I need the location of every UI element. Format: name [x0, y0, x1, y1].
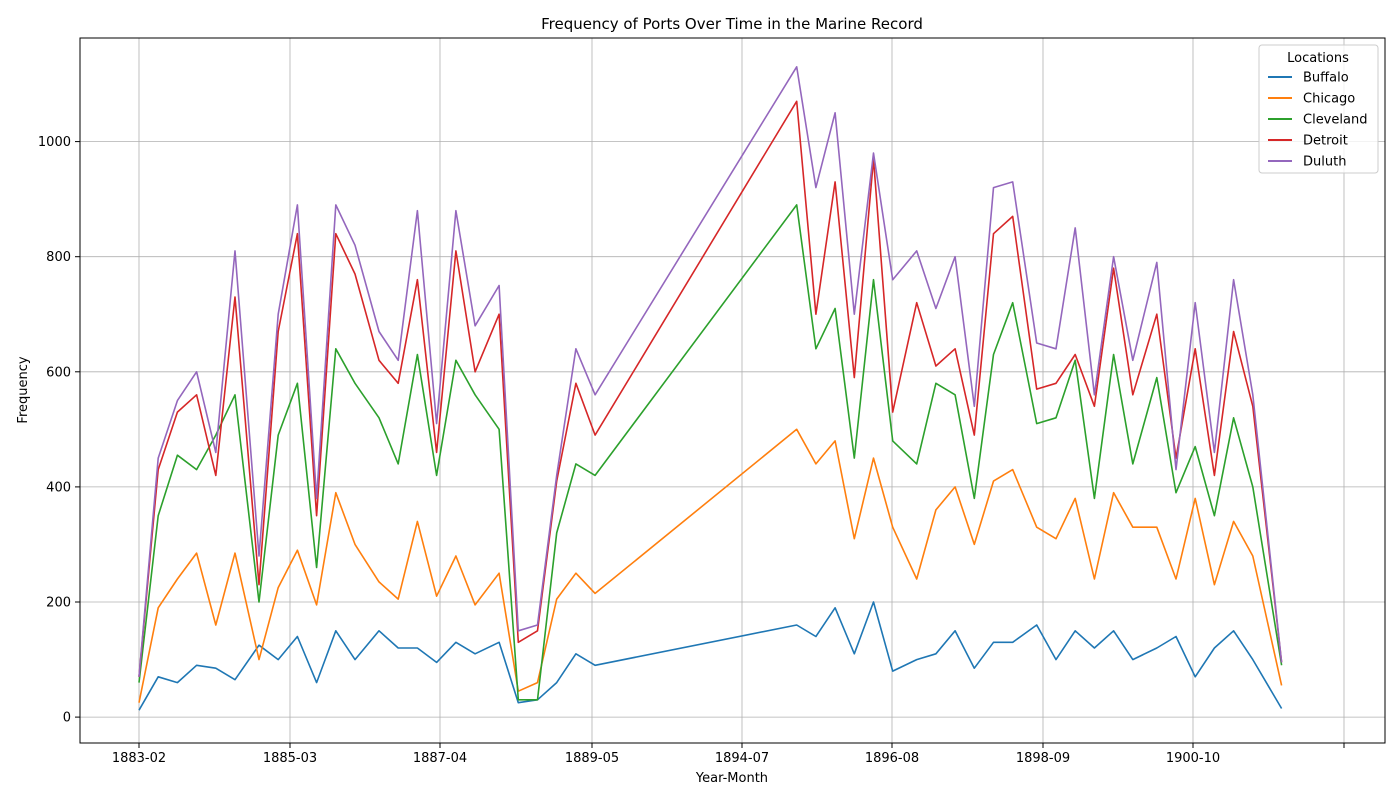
series-line-buffalo: [138, 601, 1283, 711]
y-tick-label: 1000: [38, 135, 71, 150]
y-axis-label: Frequency: [16, 356, 31, 423]
x-axis-label: Year-Month: [695, 771, 768, 786]
x-tick-label: 1898-09: [1016, 751, 1070, 766]
x-tick-label: 1883-02: [112, 751, 166, 766]
legend: Locations Buffalo Chicago Cleveland Detroit…: [1258, 44, 1379, 174]
x-tick-label: 1894-07: [715, 751, 769, 766]
series-line-duluth: [138, 66, 1283, 677]
chart-title: Frequency of Ports Over Time in the Mari…: [541, 15, 923, 33]
y-tick-label: 200: [46, 596, 71, 611]
x-tick-label: 1887-04: [413, 751, 467, 766]
legend-label-chicago: Chicago: [1303, 92, 1355, 107]
y-tick-label: 0: [63, 711, 71, 726]
legend-label-cleveland: Cleveland: [1303, 113, 1367, 128]
plot-area-frame: [79, 37, 1386, 744]
legend-label-detroit: Detroit: [1303, 134, 1348, 149]
y-tick-label: 800: [46, 250, 71, 265]
y-tick-label: 600: [46, 365, 71, 380]
legend-label-duluth: Duluth: [1303, 155, 1346, 170]
x-tick-label: 1896-08: [865, 751, 919, 766]
series-line-detroit: [138, 100, 1283, 677]
y-tick-label: 400: [46, 480, 71, 495]
legend-label-buffalo: Buffalo: [1303, 71, 1349, 86]
series-line-chicago: [138, 428, 1283, 703]
x-tick-label: 1885-03: [263, 751, 317, 766]
x-tick-label: 1889-05: [565, 751, 619, 766]
legend-title: Locations: [1287, 51, 1349, 66]
series-lines: [138, 66, 1283, 711]
series-line-cleveland: [138, 204, 1283, 701]
y-axis-ticks: 0 200 400 600 800 1000: [38, 135, 80, 726]
x-tick-label: 1900-10: [1166, 751, 1220, 766]
x-axis-ticks: 1883-02 1885-03 1887-04 1889-05 1894-07 1896-…: [112, 743, 1345, 766]
